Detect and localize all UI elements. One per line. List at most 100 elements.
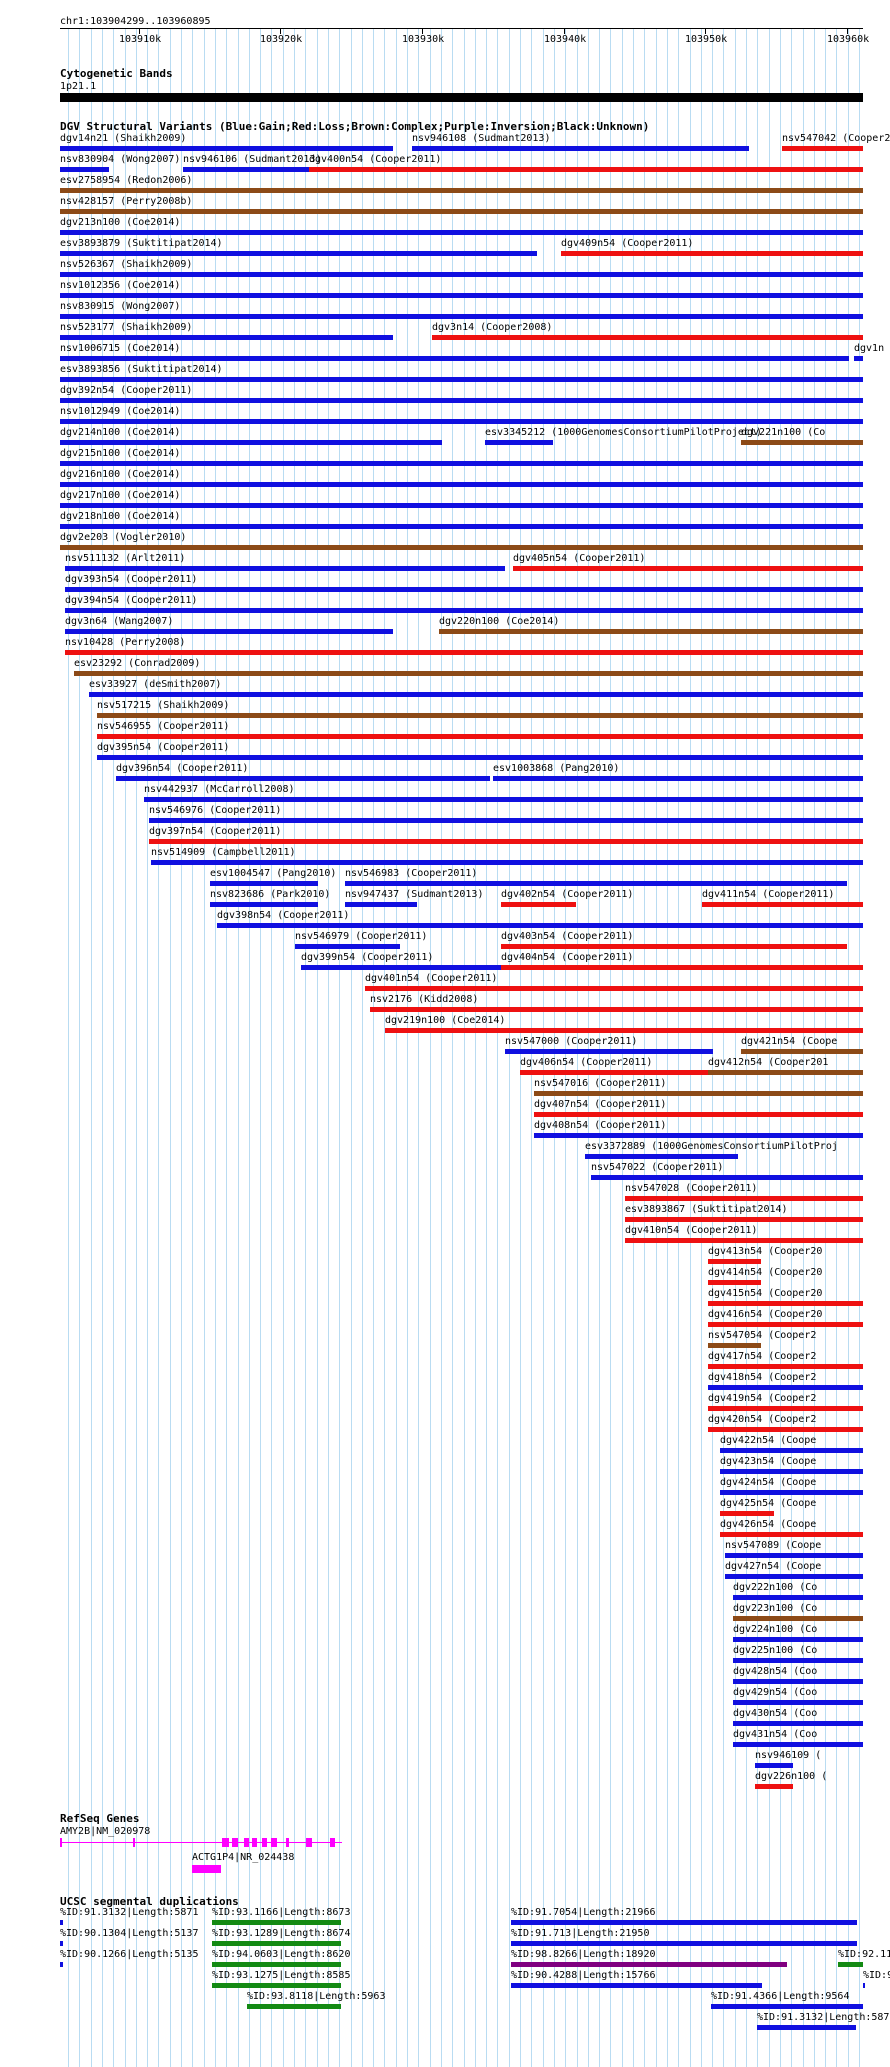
variant-bar[interactable] (309, 167, 863, 172)
variant-bar[interactable] (97, 713, 863, 718)
segdup-bar[interactable] (838, 1962, 863, 1967)
variant-bar[interactable] (65, 608, 863, 613)
variant-bar[interactable] (741, 1049, 863, 1054)
variant-bar[interactable] (60, 524, 863, 529)
variant-bar[interactable] (65, 650, 863, 655)
refseq-gene-line[interactable] (60, 1842, 342, 1843)
variant-bar[interactable] (733, 1658, 863, 1663)
variant-bar[interactable] (60, 482, 863, 487)
variant-bar[interactable] (561, 251, 863, 256)
variant-bar[interactable] (217, 923, 863, 928)
variant-bar[interactable] (60, 167, 109, 172)
variant-bar[interactable] (60, 377, 863, 382)
refseq-gene-bar[interactable] (192, 1865, 221, 1873)
refseq-exon[interactable] (252, 1838, 257, 1847)
variant-bar[interactable] (534, 1133, 863, 1138)
variant-bar[interactable] (370, 1007, 863, 1012)
variant-bar[interactable] (720, 1532, 863, 1537)
variant-bar[interactable] (149, 839, 863, 844)
segdup-bar[interactable] (863, 1983, 865, 1988)
variant-bar[interactable] (591, 1175, 863, 1180)
variant-bar[interactable] (733, 1700, 863, 1705)
segdup-bar[interactable] (247, 2004, 341, 2009)
cytoband-bar[interactable] (60, 93, 863, 102)
variant-bar[interactable] (534, 1091, 863, 1096)
variant-bar[interactable] (149, 818, 863, 823)
variant-bar[interactable] (708, 1364, 863, 1369)
variant-bar[interactable] (60, 230, 863, 235)
variant-bar[interactable] (720, 1469, 863, 1474)
variant-bar[interactable] (60, 293, 863, 298)
segdup-bar[interactable] (212, 1941, 341, 1946)
refseq-exon[interactable] (330, 1838, 335, 1847)
variant-bar[interactable] (60, 356, 849, 361)
variant-bar[interactable] (585, 1154, 738, 1159)
segdup-bar[interactable] (212, 1920, 341, 1925)
refseq-exon[interactable] (271, 1838, 277, 1847)
variant-bar[interactable] (60, 188, 863, 193)
segdup-bar[interactable] (511, 1941, 857, 1946)
segdup-bar[interactable] (212, 1962, 341, 1967)
variant-bar[interactable] (60, 209, 863, 214)
variant-bar[interactable] (625, 1217, 863, 1222)
refseq-exon[interactable] (133, 1838, 135, 1847)
variant-bar[interactable] (854, 356, 863, 361)
variant-bar[interactable] (513, 566, 863, 571)
variant-bar[interactable] (60, 146, 393, 151)
variant-bar[interactable] (733, 1721, 863, 1726)
variant-bar[interactable] (733, 1679, 863, 1684)
variant-bar[interactable] (97, 734, 863, 739)
variant-bar[interactable] (708, 1259, 761, 1264)
variant-bar[interactable] (65, 629, 393, 634)
variant-bar[interactable] (60, 251, 537, 256)
variant-bar[interactable] (60, 503, 863, 508)
variant-bar[interactable] (60, 272, 863, 277)
refseq-exon[interactable] (222, 1838, 229, 1847)
variant-bar[interactable] (708, 1070, 863, 1075)
variant-bar[interactable] (501, 944, 847, 949)
variant-bar[interactable] (755, 1784, 793, 1789)
variant-bar[interactable] (725, 1574, 863, 1579)
variant-bar[interactable] (365, 986, 863, 991)
refseq-exon[interactable] (244, 1838, 249, 1847)
segdup-bar[interactable] (757, 2025, 856, 2030)
variant-bar[interactable] (65, 566, 505, 571)
variant-bar[interactable] (116, 776, 490, 781)
variant-bar[interactable] (144, 797, 863, 802)
variant-bar[interactable] (708, 1406, 863, 1411)
variant-bar[interactable] (151, 860, 863, 865)
refseq-exon[interactable] (232, 1838, 238, 1847)
variant-bar[interactable] (782, 146, 863, 151)
variant-bar[interactable] (720, 1490, 863, 1495)
variant-bar[interactable] (432, 335, 863, 340)
variant-bar[interactable] (74, 671, 863, 676)
segdup-bar[interactable] (511, 1962, 787, 1967)
variant-bar[interactable] (708, 1322, 863, 1327)
refseq-exon[interactable] (60, 1838, 62, 1847)
variant-bar[interactable] (625, 1196, 863, 1201)
variant-bar[interactable] (412, 146, 749, 151)
variant-bar[interactable] (733, 1616, 863, 1621)
variant-bar[interactable] (210, 881, 318, 886)
segdup-bar[interactable] (60, 1941, 63, 1946)
variant-bar[interactable] (733, 1637, 863, 1642)
variant-bar[interactable] (755, 1763, 793, 1768)
segdup-bar[interactable] (711, 2004, 863, 2009)
variant-bar[interactable] (720, 1448, 863, 1453)
variant-bar[interactable] (345, 902, 417, 907)
variant-bar[interactable] (439, 629, 863, 634)
variant-bar[interactable] (345, 881, 847, 886)
variant-bar[interactable] (385, 1028, 863, 1033)
variant-bar[interactable] (720, 1511, 774, 1516)
variant-bar[interactable] (505, 1049, 713, 1054)
variant-bar[interactable] (60, 314, 863, 319)
refseq-exon[interactable] (262, 1838, 267, 1847)
variant-bar[interactable] (97, 755, 863, 760)
variant-bar[interactable] (534, 1112, 863, 1117)
variant-bar[interactable] (89, 692, 863, 697)
variant-bar[interactable] (60, 545, 863, 550)
variant-bar[interactable] (60, 335, 393, 340)
variant-bar[interactable] (733, 1742, 863, 1747)
variant-bar[interactable] (60, 398, 863, 403)
variant-bar[interactable] (493, 776, 863, 781)
